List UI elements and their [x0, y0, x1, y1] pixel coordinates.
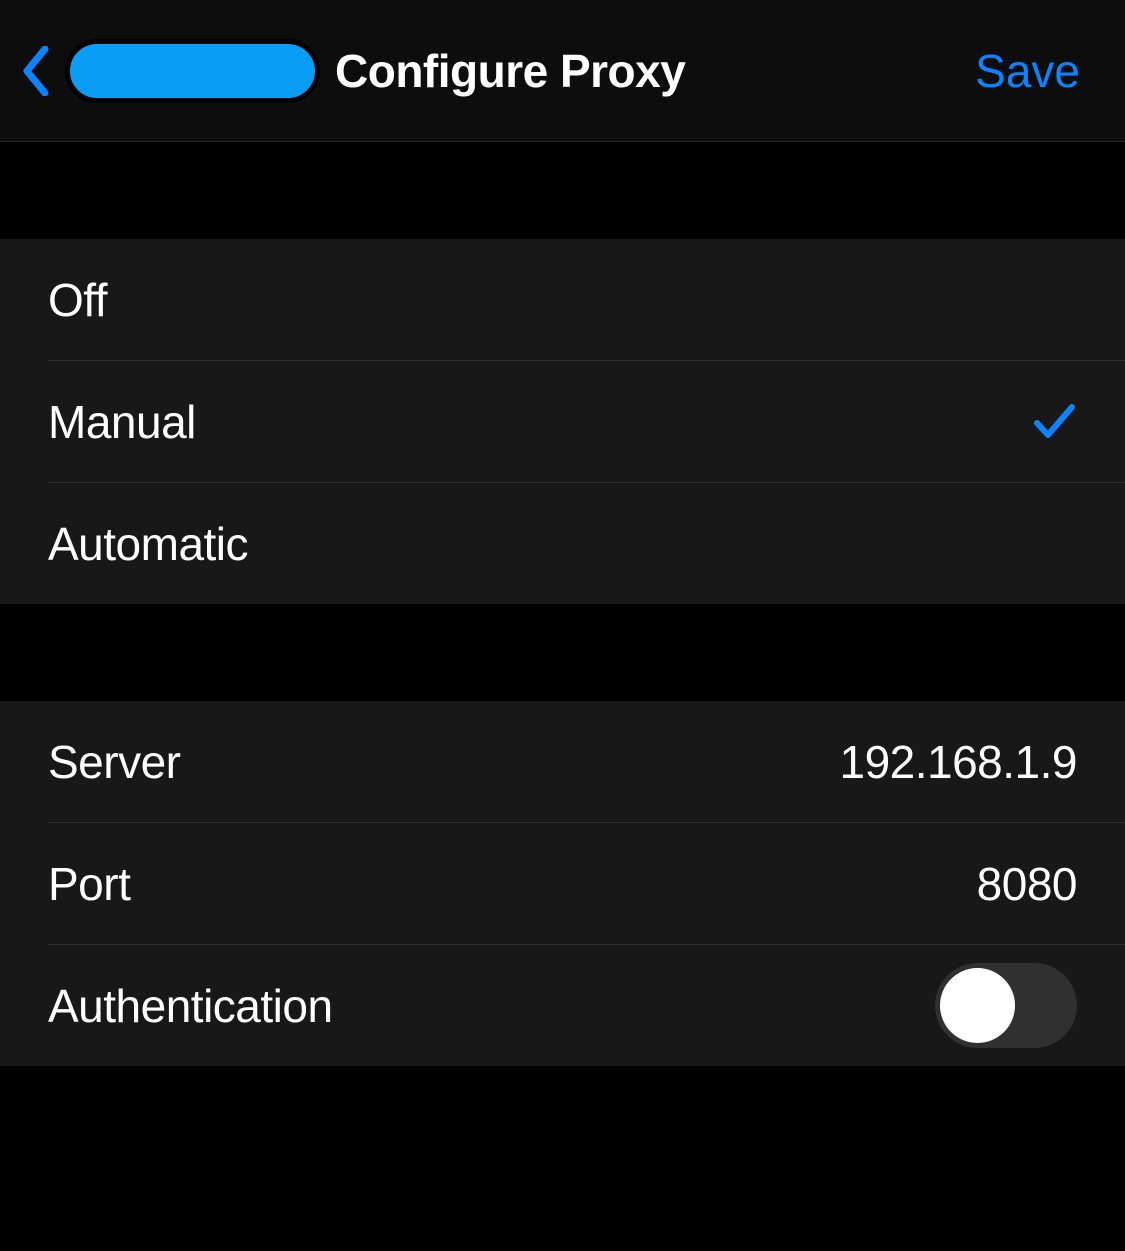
proxy-option-label: Manual: [48, 395, 196, 449]
port-row[interactable]: Port 8080: [0, 823, 1125, 944]
proxy-option-off[interactable]: Off: [0, 239, 1125, 360]
save-button[interactable]: Save: [975, 44, 1080, 98]
authentication-row: Authentication: [0, 945, 1125, 1066]
server-label: Server: [48, 735, 180, 789]
section-spacer: [0, 142, 1125, 239]
proxy-mode-list: Off Manual Automatic: [0, 239, 1125, 604]
port-label: Port: [48, 857, 130, 911]
header-left-group: Configure Proxy: [20, 39, 685, 103]
authentication-toggle[interactable]: [935, 963, 1077, 1048]
proxy-option-automatic[interactable]: Automatic: [0, 483, 1125, 604]
port-value: 8080: [977, 857, 1077, 911]
server-row[interactable]: Server 192.168.1.9: [0, 701, 1125, 822]
chevron-back-icon: [20, 46, 50, 96]
page-title: Configure Proxy: [335, 44, 685, 98]
nav-header: Configure Proxy Save: [0, 0, 1125, 142]
back-button[interactable]: [20, 46, 50, 96]
authentication-label: Authentication: [48, 979, 333, 1033]
proxy-option-manual[interactable]: Manual: [0, 361, 1125, 482]
checkmark-icon: [1032, 399, 1077, 444]
bottom-spacer: [0, 1066, 1125, 1214]
toggle-knob: [940, 968, 1015, 1043]
redacted-network-name[interactable]: [65, 39, 320, 103]
section-spacer: [0, 604, 1125, 701]
proxy-option-label: Automatic: [48, 517, 248, 571]
server-value: 192.168.1.9: [839, 735, 1077, 789]
proxy-settings-list: Server 192.168.1.9 Port 8080 Authenticat…: [0, 701, 1125, 1066]
proxy-option-label: Off: [48, 273, 107, 327]
